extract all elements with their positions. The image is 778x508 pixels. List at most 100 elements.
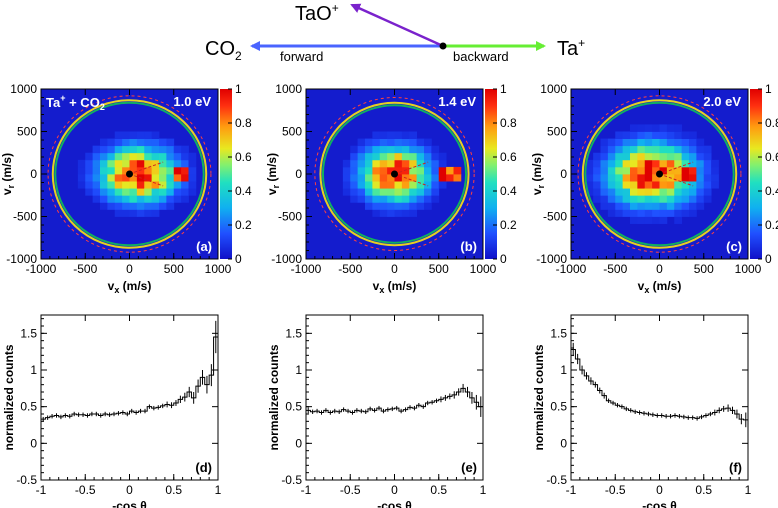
heatmap-cell	[696, 152, 705, 161]
x-tick-label: 1	[215, 483, 222, 497]
heatmap-cell	[181, 174, 189, 182]
x-axis-label: -cos θ	[377, 499, 412, 508]
heatmap-cell	[387, 174, 395, 182]
heatmap-cell	[401, 209, 410, 217]
heatmap-cell	[107, 188, 116, 196]
heatmap-cell	[92, 188, 101, 196]
heatmap-cell	[424, 145, 432, 154]
heatmap-cell	[173, 181, 182, 189]
x-tick-label: -500	[338, 262, 362, 276]
heatmap-cell	[136, 209, 145, 217]
colorbar-tick-label: 1	[500, 82, 507, 96]
heatmap-cell	[659, 188, 668, 196]
cone-line-upper	[659, 161, 694, 175]
x-tick-label: -1	[36, 483, 47, 497]
heatmap-cell	[379, 131, 388, 139]
heatmap-cell	[652, 174, 660, 182]
heatmap-cell	[637, 166, 646, 175]
heatmap-cell	[431, 181, 440, 189]
ta-label: Ta+	[557, 36, 585, 60]
heatmap-cell	[630, 216, 638, 224]
y-tick-label: 1.5	[550, 326, 567, 340]
heatmap-cell	[159, 174, 167, 182]
heatmap-cell	[585, 159, 594, 168]
y-tick-label: -0.5	[16, 473, 37, 487]
heatmap-cell	[666, 209, 675, 217]
heatmap-cell	[409, 152, 418, 161]
heatmap-cell	[92, 152, 101, 161]
heatmap-cell	[689, 202, 697, 210]
heatmap-cell	[122, 159, 130, 168]
heatmap-cell	[689, 145, 697, 154]
heatmap-cell	[593, 152, 601, 161]
x-tick-label: -500	[603, 262, 627, 276]
heatmap-cell	[159, 159, 167, 168]
heatmap-cell	[438, 174, 447, 182]
heatmap-cell	[181, 188, 189, 196]
x-axis-subscript: x	[644, 285, 649, 295]
heatmap-cell	[387, 188, 395, 196]
heatmap-cell	[622, 131, 631, 139]
heatmap-cell	[122, 202, 130, 210]
heatmap-cell	[100, 159, 108, 168]
heatmap-cell	[607, 195, 616, 203]
heatmap-cell	[416, 202, 425, 210]
heatmap-cell	[689, 188, 697, 196]
heatmap-cell	[409, 181, 418, 189]
heatmap-cell	[114, 209, 123, 217]
colorbar-tick-label: 0	[235, 252, 242, 266]
heatmap-cell	[129, 131, 138, 139]
heatmap-cell	[144, 131, 153, 139]
heatmap-cell	[379, 138, 388, 147]
heatmap-cell	[600, 166, 609, 175]
heatmap-cell	[585, 188, 594, 196]
energy-limit-circle-inner	[321, 104, 468, 244]
heatmap-cell	[689, 181, 697, 189]
heatmap-cell	[703, 174, 712, 182]
x-tick-label: -0.5	[605, 483, 626, 497]
heatmap-cell	[144, 159, 153, 168]
x-tick-label: 1000	[205, 262, 232, 276]
heatmap-cell	[387, 138, 395, 147]
heatmap-cell	[136, 131, 145, 139]
heatmap-cell	[166, 195, 175, 203]
heatmap-cell	[357, 195, 366, 203]
y-axis-label: vr (m/s)	[265, 153, 281, 195]
heatmap-cell	[401, 159, 410, 168]
heatmap-cell	[674, 159, 683, 168]
heatmap-cell	[622, 181, 631, 189]
heatmap-cell	[166, 174, 175, 182]
heatmap-cell	[666, 195, 675, 203]
heatmap-cell	[159, 202, 167, 210]
heatmap-cell	[438, 166, 447, 175]
heatmap-cell	[416, 159, 425, 168]
heatmap-cell	[593, 159, 601, 168]
heatmap-cell	[85, 174, 94, 182]
energy-limit-circle-inner	[54, 101, 205, 247]
heatmap-cell	[144, 181, 153, 189]
heatmap-cell	[622, 166, 631, 175]
heatmap-cell	[387, 181, 395, 189]
heatmap-cell	[159, 188, 167, 196]
heatmap-cell	[424, 181, 432, 189]
heatmap-cell	[431, 152, 440, 161]
heatmap-cell	[159, 138, 167, 147]
heatmap-cell	[379, 202, 388, 210]
y-tick-label: -0.5	[546, 473, 567, 487]
colorbar-tick-label: 0.6	[500, 150, 517, 164]
heatmap-cell	[622, 195, 631, 203]
colorbar-tick-label: 0.2	[500, 218, 517, 232]
heatmap-cell	[424, 166, 432, 175]
heatmap-cell	[689, 138, 697, 147]
y-tick-label: 0	[30, 167, 37, 181]
y-tick-label: 0	[560, 167, 567, 181]
heatmap-cell	[379, 174, 388, 182]
heatmap-cell	[615, 145, 624, 154]
heatmap-cell	[652, 181, 660, 189]
distribution-histogram	[41, 336, 218, 420]
x-axis-label: -cos θ	[642, 499, 677, 508]
heatmap-cell	[681, 166, 690, 175]
collision-energy-label: 1.4 eV	[438, 94, 476, 109]
heatmap-cell	[342, 166, 351, 175]
heatmap-cell	[652, 216, 660, 224]
